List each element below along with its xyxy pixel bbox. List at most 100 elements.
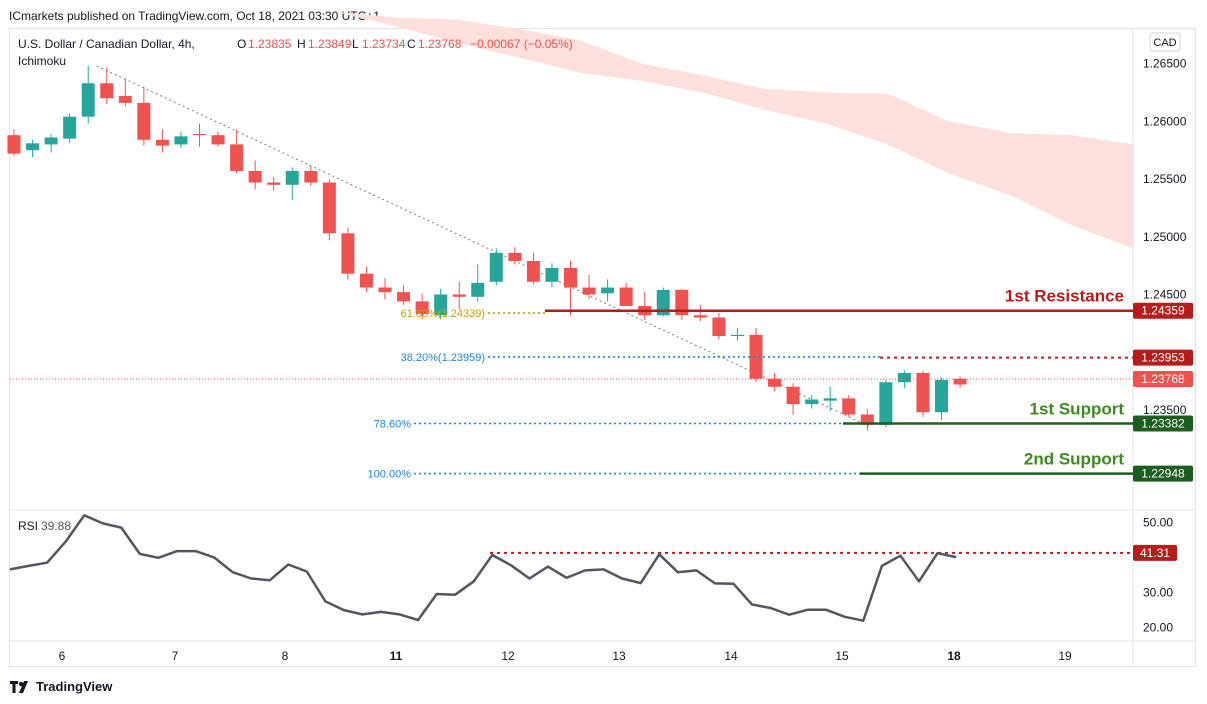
time-tick-label: 8: [282, 649, 289, 663]
low-value: 1.23734: [362, 37, 406, 51]
close-label: C: [407, 37, 416, 51]
candle-body: [155, 139, 169, 146]
candle[interactable]: [26, 139, 40, 158]
candle[interactable]: [508, 247, 522, 265]
time-tick-label: 14: [724, 649, 738, 663]
candle[interactable]: [638, 292, 652, 320]
candle[interactable]: [193, 123, 206, 147]
candle[interactable]: [471, 264, 485, 302]
candle[interactable]: [601, 279, 615, 302]
candle[interactable]: [526, 252, 540, 285]
time-tick-label: 18: [947, 649, 961, 663]
candle-body: [656, 289, 670, 316]
resistance-label: 1st Resistance: [1005, 287, 1124, 306]
candle[interactable]: [489, 248, 503, 286]
candle[interactable]: [619, 282, 633, 307]
minor-resistance-tag-label: 1.23953: [1141, 351, 1185, 365]
grid: [10, 29, 1196, 666]
candle[interactable]: [63, 113, 77, 144]
candle-body: [564, 267, 577, 288]
candle[interactable]: [322, 179, 336, 241]
candle-body: [675, 289, 689, 316]
candle[interactable]: [7, 129, 21, 156]
rsi-tick-label: 50.00: [1143, 515, 1173, 529]
candle[interactable]: [378, 278, 392, 300]
candle[interactable]: [267, 176, 281, 191]
time-tick-label: 7: [172, 649, 179, 663]
candle-body: [44, 137, 58, 145]
candle[interactable]: [397, 285, 411, 305]
time-tick-label: 11: [390, 649, 403, 663]
candle[interactable]: [100, 67, 114, 105]
candle-body: [174, 136, 188, 145]
candle[interactable]: [452, 281, 466, 310]
candle[interactable]: [823, 386, 837, 412]
candle[interactable]: [749, 327, 763, 383]
candle[interactable]: [174, 131, 188, 148]
candle[interactable]: [230, 129, 244, 174]
candle[interactable]: [304, 166, 318, 186]
candle[interactable]: [786, 383, 800, 415]
candle-body: [452, 294, 466, 297]
candle-body: [897, 372, 911, 383]
candle[interactable]: [211, 131, 225, 147]
candle[interactable]: [953, 376, 967, 388]
candle[interactable]: [656, 287, 670, 317]
last-price-tag-label: 1.23768: [1141, 372, 1185, 386]
candle[interactable]: [415, 293, 429, 319]
candle[interactable]: [582, 274, 596, 300]
candle[interactable]: [805, 394, 819, 409]
published-caption: ICmarkets published on TradingView.com, …: [9, 9, 380, 23]
candle[interactable]: [434, 288, 448, 319]
candle-body: [823, 398, 837, 401]
candle[interactable]: [768, 372, 782, 392]
first-support-tag-label: 1.23382: [1141, 417, 1185, 431]
candle-body: [693, 315, 707, 318]
candle[interactable]: [81, 65, 95, 124]
candle[interactable]: [693, 304, 707, 322]
candle[interactable]: [248, 160, 262, 190]
indicator-name: Ichimoku: [18, 54, 66, 68]
candle[interactable]: [564, 260, 577, 316]
price-tick-label: 1.23500: [1143, 403, 1187, 417]
candle-body: [397, 292, 411, 302]
candle-body: [63, 116, 77, 139]
rsi-level-tag-label: 41.31: [1140, 546, 1170, 560]
rsi-line[interactable]: [9, 514, 957, 622]
candle[interactable]: [730, 327, 744, 341]
candle[interactable]: [712, 312, 726, 340]
candle-body: [953, 378, 967, 385]
candle-body: [842, 398, 856, 415]
candle-body: [545, 267, 559, 282]
candle[interactable]: [285, 167, 299, 200]
chart-frame[interactable]: [9, 28, 1196, 667]
candle[interactable]: [935, 377, 948, 421]
candle[interactable]: [44, 134, 58, 153]
minor-resistance-tag: [1133, 349, 1193, 366]
candle-body: [805, 399, 819, 405]
candle[interactable]: [879, 379, 893, 428]
candle[interactable]: [842, 394, 856, 417]
candle[interactable]: [860, 408, 874, 431]
candle-body: [7, 135, 21, 154]
candle[interactable]: [545, 263, 559, 288]
candle[interactable]: [675, 288, 689, 320]
fib-label: 61.80%(1.24339): [401, 308, 485, 320]
candle-body: [619, 287, 633, 307]
fib-label: 38.20%(1.23959): [401, 352, 485, 364]
candle[interactable]: [137, 86, 151, 146]
candle[interactable]: [916, 370, 930, 417]
candle[interactable]: [341, 227, 355, 280]
candle-body: [341, 233, 355, 274]
candle-body: [489, 252, 503, 282]
time-tick-label: 12: [501, 649, 515, 663]
candle-body: [730, 334, 744, 337]
tradingview-brand[interactable]: TradingView: [10, 679, 112, 694]
candle[interactable]: [155, 129, 169, 153]
candle-body: [712, 317, 726, 337]
candle[interactable]: [359, 266, 373, 293]
candle[interactable]: [118, 78, 132, 107]
currency-button[interactable]: [1149, 32, 1181, 52]
rsi-title: RSI: [18, 519, 38, 533]
